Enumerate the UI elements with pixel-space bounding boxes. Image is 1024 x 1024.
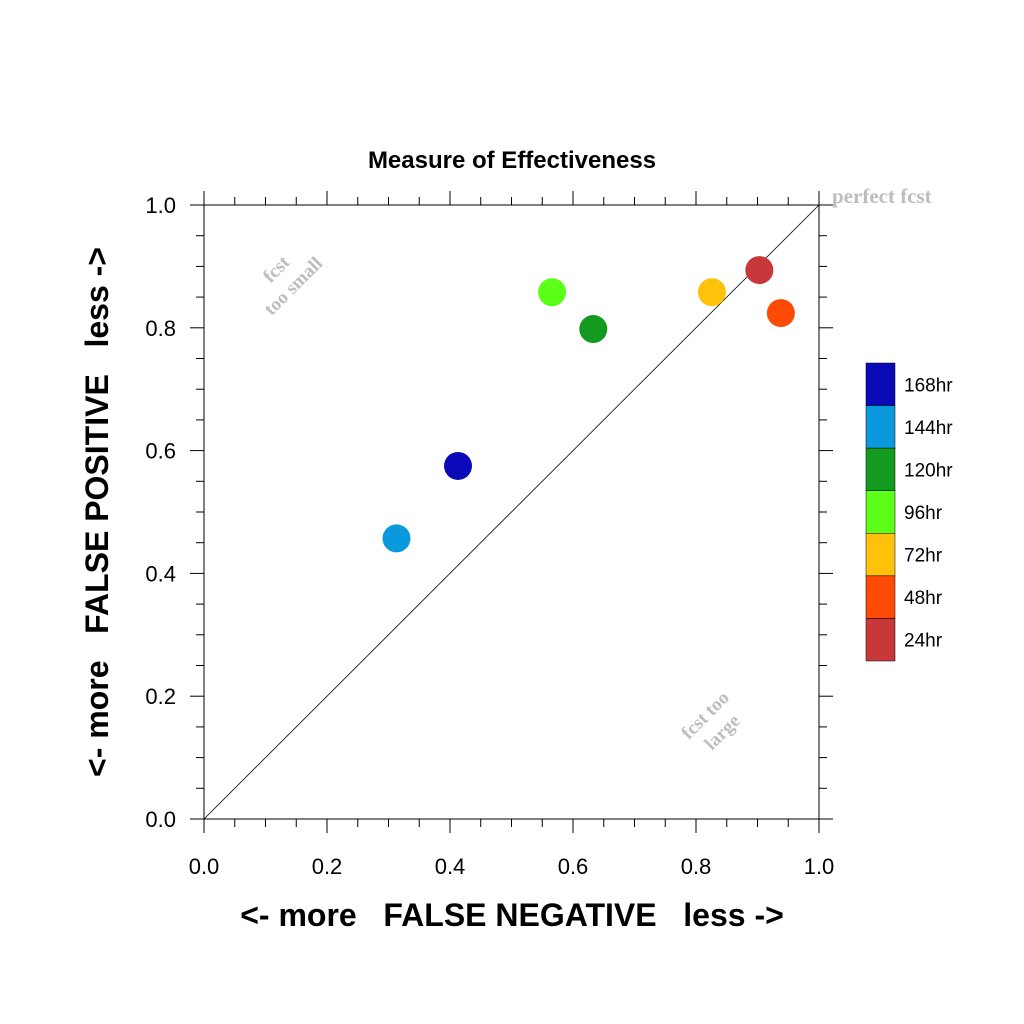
data-point-48hr (766, 299, 795, 328)
plot-frame (203, 204, 820, 820)
x-tick-label: 0.8 (681, 854, 712, 879)
data-point-144hr (382, 524, 411, 553)
annotation-perfect-fcst: perfect fcst (832, 184, 932, 208)
legend: 168hr 144hr 120hr 96hr 72hr 48hr 24hr (865, 362, 953, 662)
chart-title: Measure of Effectiveness (368, 147, 656, 174)
legend-swatch-48hr (865, 575, 896, 619)
y-axis-label: <- more FALSE POSITIVE less -> (79, 247, 115, 777)
y-tick-label: 0.6 (145, 439, 176, 464)
y-tick-label: 1.0 (145, 193, 176, 218)
y-tick-label: 0.4 (145, 561, 176, 586)
legend-label-168hr: 168hr (904, 375, 953, 396)
y-tick-label: 0.8 (145, 316, 176, 341)
annotation-too-small: fcst too small (259, 252, 327, 320)
data-point-96hr (538, 278, 567, 307)
x-tick-labels: 0.0 0.2 0.4 0.6 0.8 1.0 (189, 854, 835, 879)
x-tick-label: 0.2 (312, 854, 343, 879)
reference-diagonal (203, 204, 820, 820)
legend-swatch-120hr (865, 447, 896, 491)
legend-label-96hr: 96hr (904, 503, 943, 524)
data-point-24hr (745, 256, 774, 285)
annotation-too-large: fcst too large (677, 687, 744, 754)
data-point-120hr (579, 315, 608, 344)
legend-swatch-144hr (865, 405, 896, 449)
legend-label-72hr: 72hr (904, 546, 943, 567)
plot-area: 0.0 0.2 0.4 0.6 0.8 1.0 0.0 0.2 0.4 0.6 0.8 1.0 (145, 191, 834, 879)
y-tick-labels: 0.0 0.2 0.4 0.6 0.8 1.0 (145, 193, 176, 832)
legend-label-144hr: 144hr (904, 418, 953, 439)
data-point-72hr (697, 278, 726, 307)
legend-label-120hr: 120hr (904, 460, 953, 481)
legend-swatch-24hr (865, 618, 896, 662)
legend-swatch-168hr (865, 362, 896, 406)
legend-swatch-96hr (865, 490, 896, 534)
legend-label-24hr: 24hr (904, 631, 943, 652)
x-tick-label: 1.0 (804, 854, 835, 879)
x-tick-label: 0.4 (435, 854, 466, 879)
legend-swatch-72hr (865, 533, 896, 577)
y-tick-label: 0.2 (145, 684, 176, 709)
x-tick-label: 0.6 (558, 854, 589, 879)
legend-label-48hr: 48hr (904, 588, 943, 609)
tick-marks (190, 191, 833, 833)
x-axis-label: <- more FALSE NEGATIVE less -> (240, 897, 784, 933)
data-point-168hr (443, 451, 472, 480)
y-tick-label: 0.0 (145, 807, 176, 832)
data-points (382, 256, 795, 553)
x-tick-label: 0.0 (189, 854, 220, 879)
